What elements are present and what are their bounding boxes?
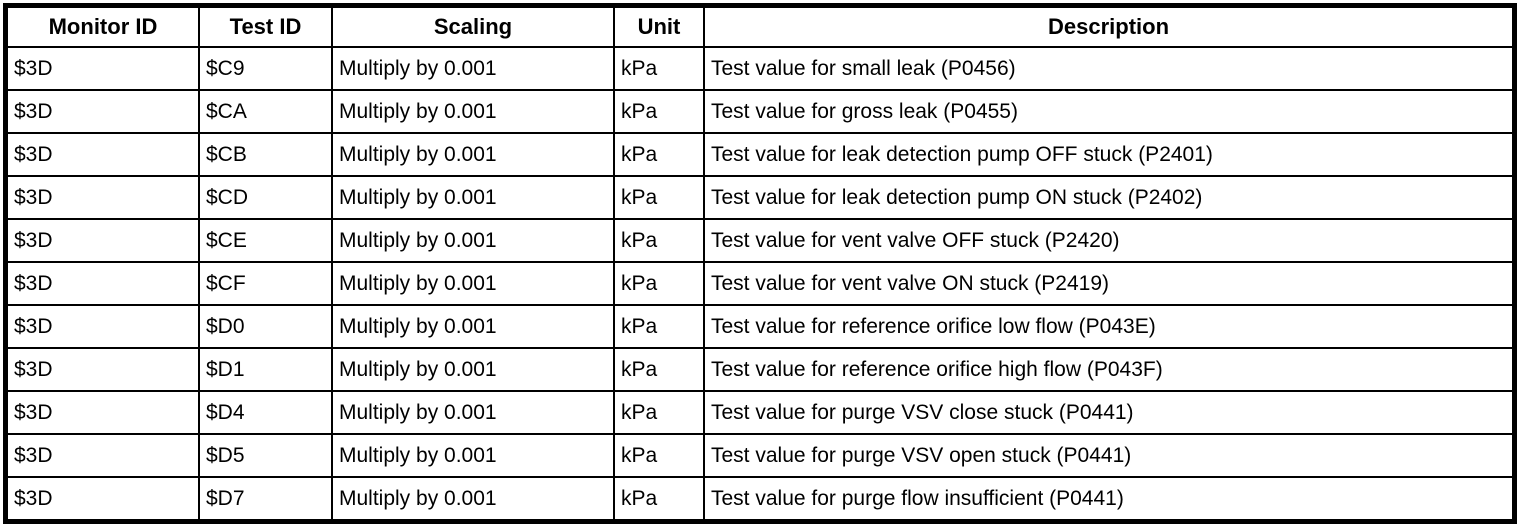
table-cell: $D0 — [198, 304, 333, 349]
table-cell: $CB — [198, 132, 333, 177]
table-cell: Test value for vent valve OFF stuck (P24… — [703, 218, 1516, 263]
table-cell: Multiply by 0.001 — [331, 261, 615, 306]
table-cell: kPa — [613, 132, 705, 177]
table-cell: $CD — [198, 175, 333, 220]
column-header-unit: Unit — [613, 4, 705, 48]
table-cell: $3D — [4, 347, 200, 392]
table-cell: kPa — [613, 347, 705, 392]
table-row: $3D $D4 Multiply by 0.001 kPa Test value for… — [4, 390, 1516, 435]
table-cell: kPa — [613, 476, 705, 523]
table-row: $3D $CE Multiply by 0.001 kPa Test value for… — [4, 218, 1516, 263]
table-cell: Multiply by 0.001 — [331, 89, 615, 134]
table-cell: Test value for leak detection pump ON st… — [703, 175, 1516, 220]
table-cell: $3D — [4, 132, 200, 177]
column-header-description: Description — [703, 4, 1516, 48]
header-row: Monitor ID Test ID Scaling Unit Description — [4, 4, 1516, 48]
table-cell: Multiply by 0.001 — [331, 433, 615, 478]
column-header-monitor-id: Monitor ID — [4, 4, 200, 48]
table-cell: Test value for small leak (P0456) — [703, 46, 1516, 91]
table-cell: Test value for gross leak (P0455) — [703, 89, 1516, 134]
monitor-test-table: Monitor ID Test ID Scaling Unit Description … — [3, 3, 1517, 524]
table-cell: kPa — [613, 261, 705, 306]
table-cell: $3D — [4, 390, 200, 435]
table-cell: Test value for reference orifice high fl… — [703, 347, 1516, 392]
table-cell: kPa — [613, 175, 705, 220]
table-row: $3D $D5 Multiply by 0.001 kPa Test value for… — [4, 433, 1516, 478]
table-cell: kPa — [613, 46, 705, 91]
table-row: $3D $C9 Multiply by 0.001 kPa Test value for… — [4, 46, 1516, 91]
table-cell: Test value for vent valve ON stuck (P241… — [703, 261, 1516, 306]
table-row: $3D $D1 Multiply by 0.001 kPa Test value for… — [4, 347, 1516, 392]
column-header-scaling: Scaling — [331, 4, 615, 48]
table-cell: Multiply by 0.001 — [331, 304, 615, 349]
table-row: $3D $CF Multiply by 0.001 kPa Test value for… — [4, 261, 1516, 306]
table-cell: $CF — [198, 261, 333, 306]
table-cell: Multiply by 0.001 — [331, 46, 615, 91]
table-cell: Test value for purge flow insufficient (… — [703, 476, 1516, 523]
table-cell: $3D — [4, 304, 200, 349]
table-cell: $D1 — [198, 347, 333, 392]
table-cell: $3D — [4, 261, 200, 306]
table-cell: Multiply by 0.001 — [331, 175, 615, 220]
table-cell: kPa — [613, 390, 705, 435]
table-cell: Test value for leak detection pump OFF s… — [703, 132, 1516, 177]
table-cell: Test value for reference orifice low flo… — [703, 304, 1516, 349]
table-cell: $3D — [4, 175, 200, 220]
column-header-test-id: Test ID — [198, 4, 333, 48]
table-cell: kPa — [613, 89, 705, 134]
table-body: $3D $C9 Multiply by 0.001 kPa Test value for… — [4, 46, 1516, 523]
table-cell: $D7 — [198, 476, 333, 523]
table-cell: $D5 — [198, 433, 333, 478]
table-cell: $C9 — [198, 46, 333, 91]
table-cell: $3D — [4, 89, 200, 134]
table-cell: Test value for purge VSV close stuck (P0… — [703, 390, 1516, 435]
table-cell: kPa — [613, 304, 705, 349]
table-cell: $3D — [4, 46, 200, 91]
table-cell: $3D — [4, 218, 200, 263]
table-cell: $CE — [198, 218, 333, 263]
table-cell: $3D — [4, 433, 200, 478]
table-row: $3D $D0 Multiply by 0.001 kPa Test value for… — [4, 304, 1516, 349]
table-row: $3D $CD Multiply by 0.001 kPa Test value for… — [4, 175, 1516, 220]
table-cell: kPa — [613, 218, 705, 263]
table-cell: Multiply by 0.001 — [331, 347, 615, 392]
table-cell: Multiply by 0.001 — [331, 390, 615, 435]
table-row: $3D $CB Multiply by 0.001 kPa Test value for… — [4, 132, 1516, 177]
table-row: $3D $CA Multiply by 0.001 kPa Test value for… — [4, 89, 1516, 134]
table-cell: Multiply by 0.001 — [331, 132, 615, 177]
table-header: Monitor ID Test ID Scaling Unit Description — [4, 4, 1516, 48]
table-cell: Multiply by 0.001 — [331, 218, 615, 263]
table-row: $3D $D7 Multiply by 0.001 kPa Test value for… — [4, 476, 1516, 523]
table-cell: kPa — [613, 433, 705, 478]
table-cell: $CA — [198, 89, 333, 134]
table-cell: $D4 — [198, 390, 333, 435]
table-cell: Test value for purge VSV open stuck (P04… — [703, 433, 1516, 478]
table-cell: Multiply by 0.001 — [331, 476, 615, 523]
table-cell: $3D — [4, 476, 200, 523]
